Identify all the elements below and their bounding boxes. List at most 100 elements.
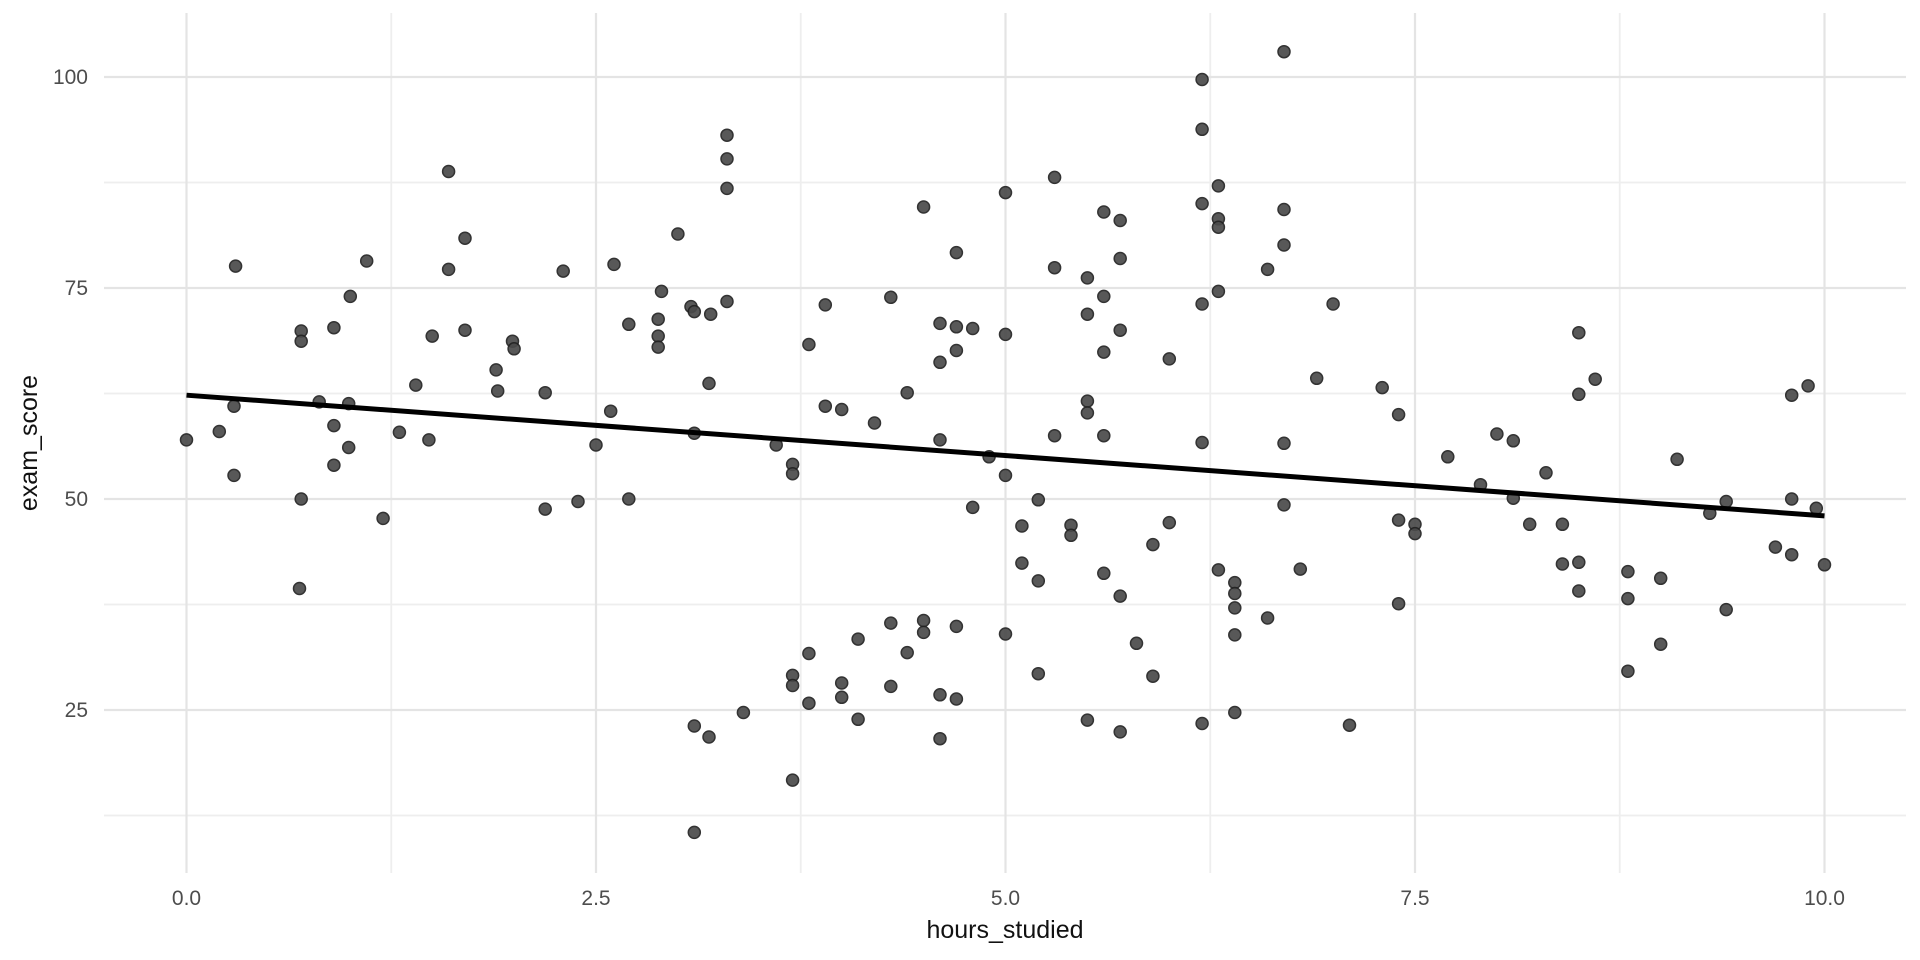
- data-point: [1080, 713, 1095, 727]
- data-point: [1572, 387, 1586, 402]
- data-point: [1195, 196, 1209, 211]
- data-point: [1195, 297, 1209, 311]
- y-tick-label: 100: [53, 66, 88, 89]
- data-point: [489, 363, 503, 377]
- data-point: [785, 678, 800, 693]
- data-point: [1195, 435, 1209, 450]
- data-point: [1228, 705, 1242, 720]
- data-point: [343, 289, 358, 304]
- data-point: [1195, 716, 1209, 731]
- data-point: [1080, 271, 1095, 285]
- data-point: [949, 245, 964, 260]
- data-point: [327, 320, 341, 335]
- data-point: [1031, 666, 1046, 681]
- data-point: [1228, 586, 1242, 601]
- data-point: [1719, 494, 1733, 509]
- data-point: [884, 616, 898, 630]
- data-point: [965, 500, 980, 515]
- data-point: [884, 290, 898, 305]
- data-point: [687, 719, 702, 733]
- data-point: [1260, 262, 1275, 277]
- data-point: [441, 164, 456, 179]
- data-point: [1572, 584, 1586, 598]
- data-point: [327, 458, 341, 472]
- data-point: [1506, 434, 1521, 448]
- data-point: [458, 231, 472, 245]
- data-point: [327, 418, 341, 433]
- data-point: [294, 492, 308, 506]
- data-point: [1097, 345, 1111, 359]
- data-point: [422, 433, 436, 447]
- data-point: [538, 502, 552, 516]
- data-point: [703, 307, 718, 321]
- data-point: [1080, 307, 1095, 321]
- data-point: [507, 342, 521, 356]
- data-point: [1391, 596, 1406, 611]
- data-point: [1195, 72, 1209, 87]
- data-point: [1572, 325, 1586, 340]
- data-point: [1326, 297, 1340, 311]
- data-point: [1031, 493, 1046, 507]
- data-point: [949, 320, 964, 334]
- y-axis-title: exam_score: [15, 374, 43, 512]
- data-point: [1211, 284, 1226, 299]
- data-point: [1080, 394, 1095, 408]
- data-point: [1113, 251, 1127, 266]
- y-tick-label: 75: [65, 277, 88, 300]
- data-point: [654, 284, 669, 299]
- x-tick-label: 7.5: [1400, 887, 1429, 910]
- data-point: [933, 316, 947, 331]
- data-point: [1555, 557, 1570, 571]
- data-point: [1277, 238, 1291, 252]
- data-point: [1309, 371, 1324, 386]
- data-point: [867, 416, 882, 430]
- data-point: [720, 152, 734, 166]
- data-point: [1375, 380, 1389, 395]
- data-point: [1719, 602, 1733, 617]
- data-point: [1441, 450, 1455, 464]
- x-tick-label: 10.0: [1804, 887, 1845, 910]
- data-point: [376, 511, 390, 526]
- data-point: [1801, 379, 1815, 393]
- data-point: [622, 492, 636, 506]
- data-point: [949, 692, 964, 706]
- data-point: [651, 329, 665, 343]
- data-point: [603, 404, 618, 418]
- data-point: [1572, 555, 1586, 570]
- data-point: [720, 128, 734, 142]
- data-point: [294, 334, 308, 348]
- trend-line: [186, 392, 1825, 519]
- data-point: [1490, 427, 1504, 441]
- data-point: [607, 257, 621, 272]
- data-point: [1342, 718, 1357, 732]
- y-tick-label: 25: [65, 699, 88, 722]
- data-point: [1015, 556, 1029, 570]
- data-point: [589, 438, 603, 452]
- data-point: [702, 730, 716, 744]
- data-point: [1162, 352, 1177, 366]
- x-tick-label: 0.0: [172, 887, 201, 910]
- data-point: [292, 581, 307, 596]
- data-point: [1391, 407, 1406, 422]
- data-point: [1228, 628, 1242, 642]
- data-point: [1211, 220, 1226, 234]
- data-point: [392, 425, 407, 440]
- data-point: [1113, 589, 1127, 603]
- data-point: [933, 433, 947, 447]
- x-tick-label: 5.0: [991, 887, 1020, 910]
- data-point: [1621, 591, 1635, 606]
- data-point: [1113, 323, 1127, 337]
- data-point: [933, 355, 947, 370]
- data-point: [851, 632, 865, 646]
- data-point: [802, 337, 816, 352]
- data-point: [834, 402, 849, 417]
- data-point: [687, 304, 702, 319]
- data-point: [687, 825, 702, 840]
- data-point: [965, 321, 980, 336]
- data-point: [179, 433, 194, 447]
- data-point: [1097, 428, 1111, 443]
- data-point: [1391, 513, 1406, 527]
- data-point: [341, 440, 356, 455]
- data-point: [818, 298, 833, 312]
- data-point: [900, 645, 914, 660]
